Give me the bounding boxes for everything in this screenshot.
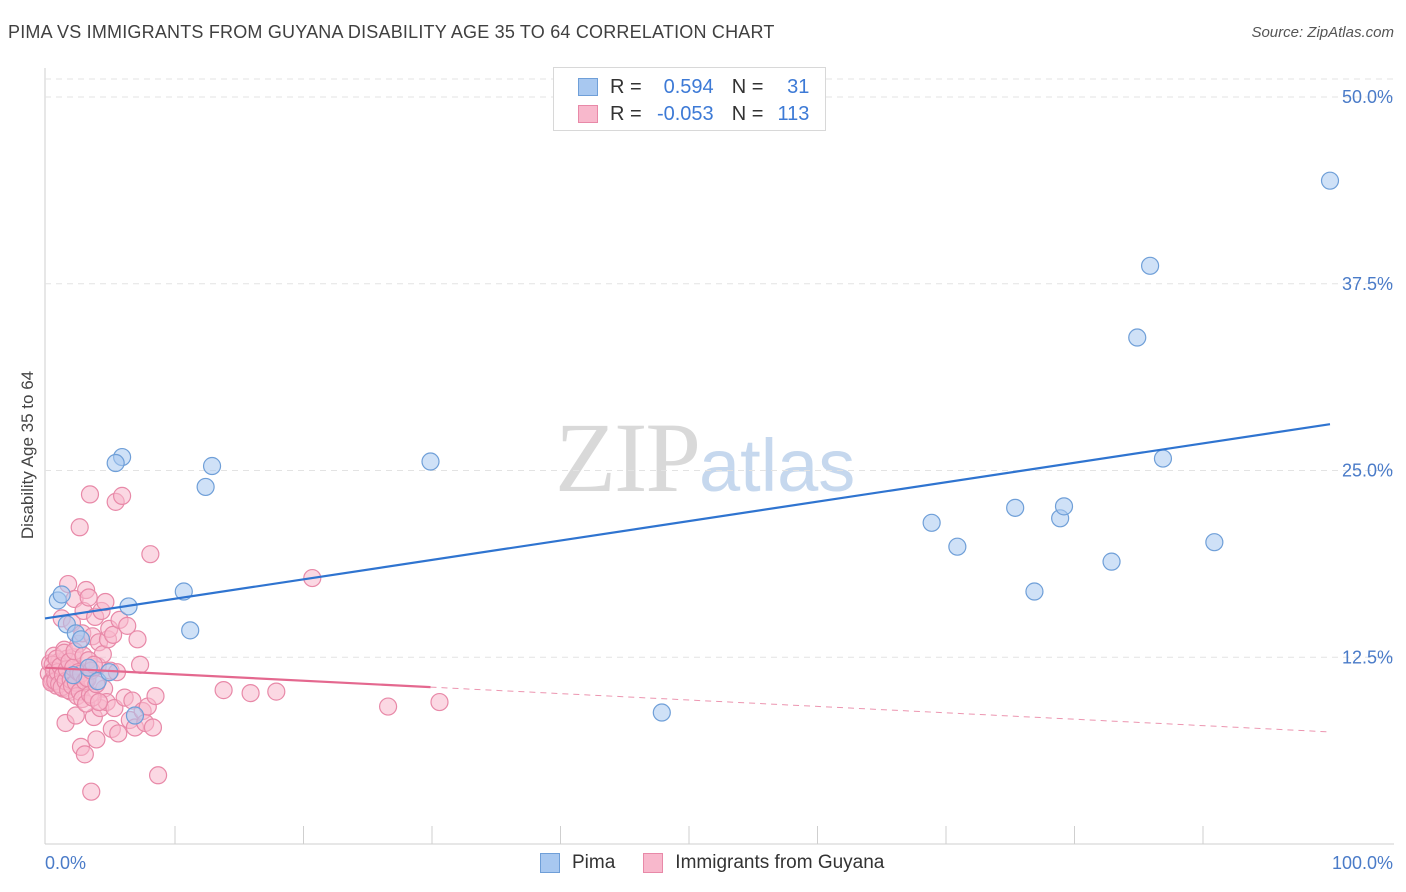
legend-n-label: N = xyxy=(731,102,764,125)
legend-n-label: N = xyxy=(731,75,764,98)
guyana-swatch xyxy=(643,853,664,873)
guyana-point xyxy=(82,782,101,801)
legend-item-pima: Pima xyxy=(540,852,615,874)
pima-point xyxy=(1102,552,1121,571)
pima-point xyxy=(106,453,125,473)
guyana-point xyxy=(430,692,449,712)
pima-point xyxy=(125,706,145,725)
pima-point xyxy=(64,666,83,685)
y-tick-label: 12.5% xyxy=(1342,647,1393,667)
guyana-point xyxy=(112,486,132,505)
series-legend: Pima Immigrants from Guyana xyxy=(540,852,912,874)
pima-point xyxy=(52,585,71,604)
y-tick-label: 37.5% xyxy=(1342,274,1393,294)
y-tick-label: 50.0% xyxy=(1342,87,1393,107)
pima-point xyxy=(922,513,941,532)
guyana-point xyxy=(130,655,150,674)
guyana-point xyxy=(241,684,260,703)
guyana-point xyxy=(148,766,168,785)
watermark-atlas: atlas xyxy=(699,424,856,507)
correlation-legend: R = 0.594 N = 31 R = -0.053 N = 113 xyxy=(553,67,826,131)
pima-point xyxy=(1320,171,1340,190)
guyana-point xyxy=(214,681,233,700)
pima-swatch xyxy=(578,78,598,96)
pima-point xyxy=(652,703,671,722)
pima-point xyxy=(71,630,91,649)
source-label: Source: ZipAtlas.com xyxy=(1251,24,1394,41)
guyana-point xyxy=(79,588,98,607)
guyana-point xyxy=(378,697,398,716)
legend-row-pima: R = 0.594 N = 31 xyxy=(578,75,809,99)
pima-point xyxy=(1140,256,1160,275)
guyana-point xyxy=(143,718,163,737)
y-tick-label: 25.0% xyxy=(1342,461,1393,481)
pima-trend-line xyxy=(44,423,1331,620)
x-tick-label: 100.0% xyxy=(1332,853,1393,873)
guyana-point xyxy=(267,682,286,701)
legend-r-value: 0.594 xyxy=(663,75,714,98)
guyana-point xyxy=(70,518,89,537)
guyana-point xyxy=(128,630,147,649)
legend-pima-label: Pima xyxy=(572,852,616,873)
pima-point xyxy=(421,452,440,471)
pima-point xyxy=(196,477,215,497)
pima-point xyxy=(1128,328,1147,347)
guyana-trend-line xyxy=(44,666,431,689)
guyana-point xyxy=(89,692,109,712)
pima-swatch xyxy=(540,853,560,873)
legend-r-label: R = xyxy=(610,102,642,125)
pima-point xyxy=(181,621,200,640)
pima-point xyxy=(1025,582,1044,601)
legend-n-value: 113 xyxy=(777,102,810,125)
guyana-point xyxy=(109,724,128,743)
guyana-point xyxy=(75,745,94,764)
guyana-point xyxy=(141,545,160,564)
pima-point xyxy=(79,658,98,677)
x-tick-label: 0.0% xyxy=(45,853,86,873)
legend-guyana-label: Immigrants from Guyana xyxy=(675,852,885,873)
guyana-point xyxy=(146,686,165,706)
pima-point xyxy=(1153,449,1173,468)
guyana-point xyxy=(87,730,106,749)
guyana-point xyxy=(66,706,85,725)
guyana-point xyxy=(118,616,137,635)
chart-title: PIMA VS IMMIGRANTS FROM GUYANA DISABILIT… xyxy=(8,22,775,42)
guyana-trend-extension xyxy=(430,686,1331,733)
watermark-zip: ZIP xyxy=(555,402,701,513)
guyana-swatch xyxy=(578,105,598,123)
pima-point xyxy=(948,537,967,556)
guyana-point xyxy=(96,592,115,612)
legend-r-value: -0.053 xyxy=(656,102,714,125)
legend-item-guyana: Immigrants from Guyana xyxy=(643,852,884,874)
watermark: ZIPatlas xyxy=(555,400,855,515)
legend-row-guyana: R = -0.053 N = 113 xyxy=(578,102,809,126)
pima-point xyxy=(202,456,222,476)
legend-r-label: R = xyxy=(610,75,642,98)
pima-point xyxy=(1054,497,1074,516)
legend-n-value: 31 xyxy=(787,75,810,98)
pima-point xyxy=(1006,498,1025,517)
pima-point xyxy=(1205,533,1224,552)
guyana-point xyxy=(80,485,100,504)
